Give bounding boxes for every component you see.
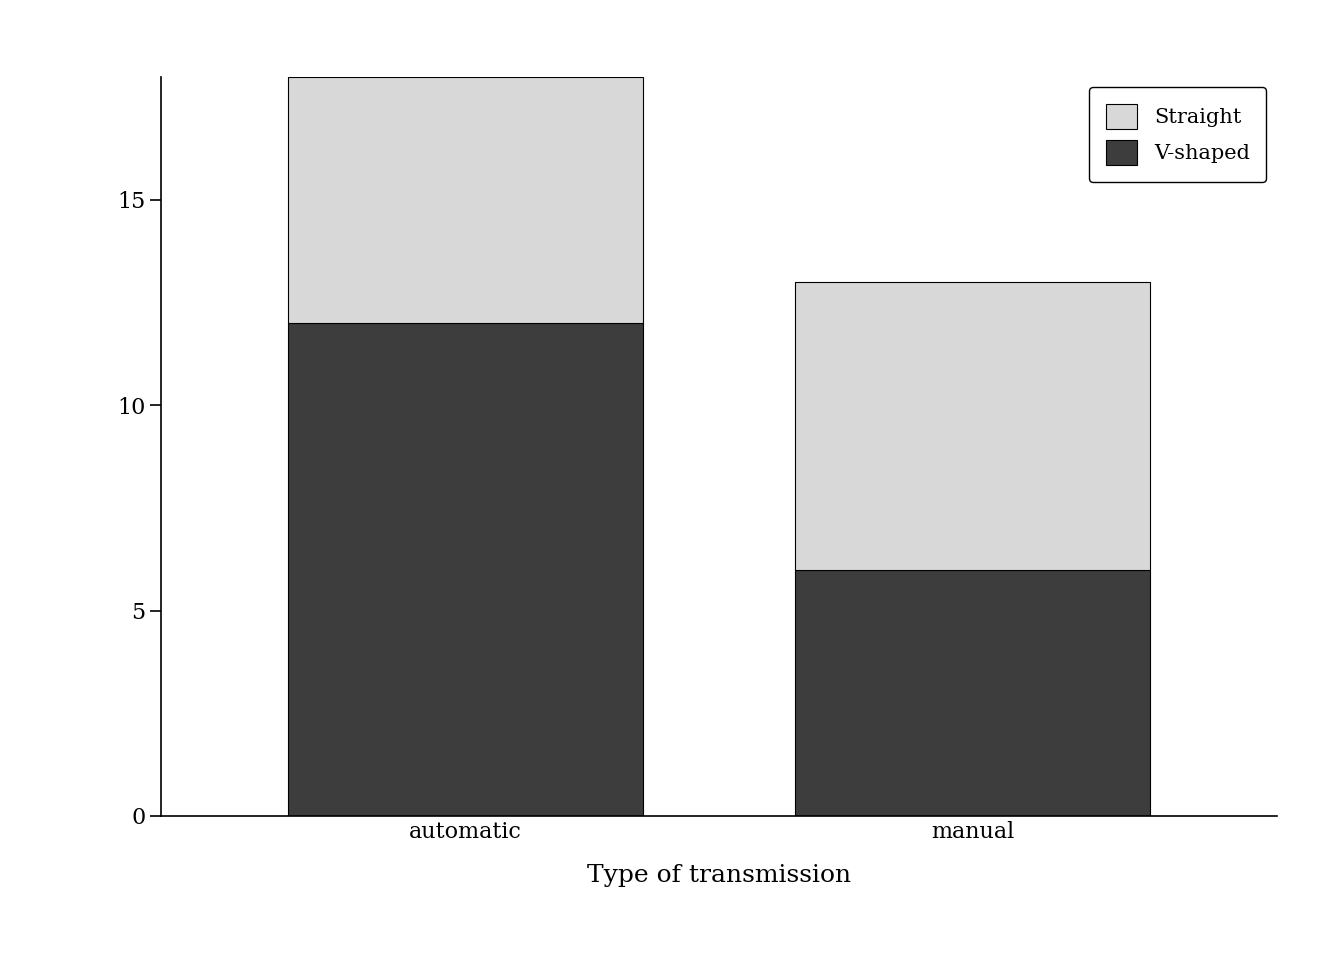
- X-axis label: Type of transmission: Type of transmission: [587, 864, 851, 887]
- Bar: [288, 77, 642, 324]
- Legend: Straight, V-shaped: Straight, V-shaped: [1089, 87, 1266, 181]
- Bar: [796, 282, 1150, 569]
- Bar: [796, 569, 1150, 816]
- Bar: [288, 324, 642, 816]
